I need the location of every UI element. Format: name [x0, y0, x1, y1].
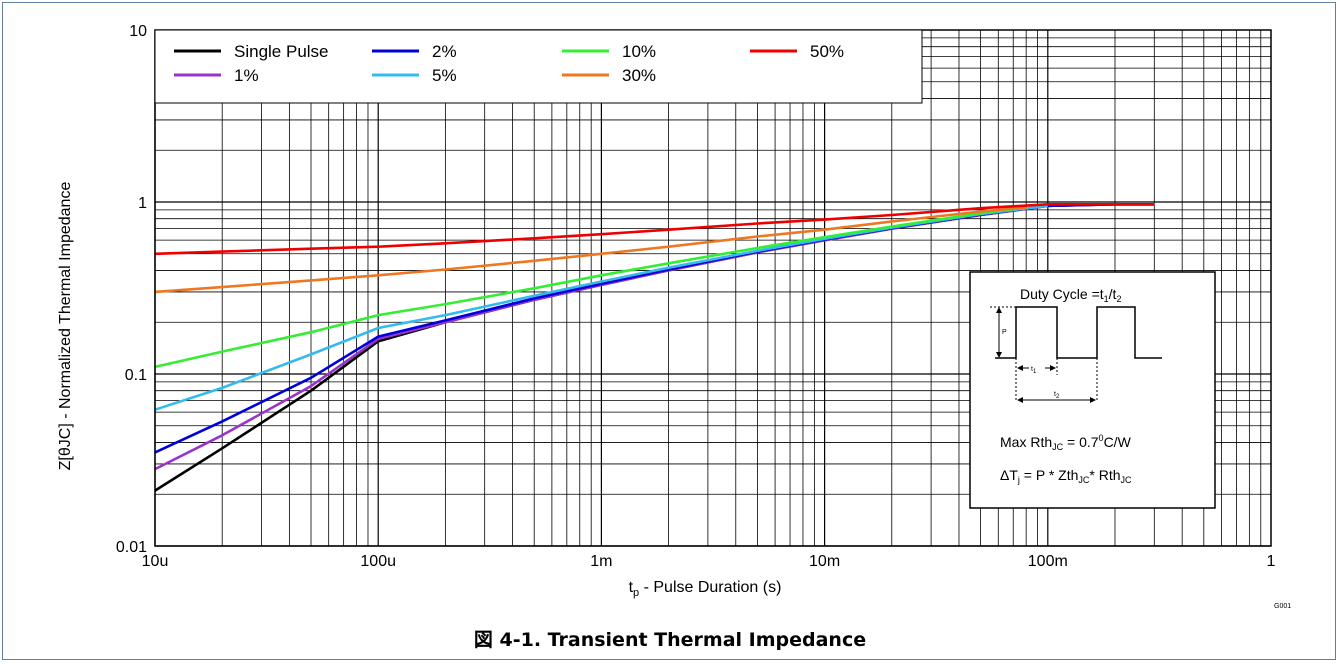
legend-label: 50%	[810, 42, 844, 61]
series-line-30-	[154, 206, 1027, 294]
max-rth-jc: Max RthJC = 0.70C/W	[1000, 433, 1132, 452]
x-tick-label: 10m	[809, 553, 840, 570]
delta-tj-formula: ΔTj = P * ZthJC* RthJC	[1000, 467, 1132, 485]
series-lines	[154, 203, 1155, 492]
y-axis-label: Z[θJC] - Normalized Thermal Impedance	[57, 182, 74, 471]
series-line-10-	[154, 206, 1027, 369]
legend-label: Single Pulse	[234, 42, 329, 61]
legend: Single Pulse 1% 2% 5% 10% 30% 50%	[154, 29, 923, 104]
duty-cycle-inset: Duty Cycle =t1/t2 P t1 t2 Max RthJC = 0.…	[969, 271, 1216, 509]
legend-label: 5%	[432, 66, 457, 85]
legend-entry-50-: 50%	[750, 42, 844, 61]
x-tick-label: 1m	[590, 553, 612, 570]
axis-tick-labels: 10u 100u 1m 10m 100m 1 0.01 0.1 1 10	[116, 23, 1276, 570]
x-axis-label: tp - Pulse Duration (s)	[629, 579, 782, 599]
series-line-50-	[154, 203, 1155, 256]
y-tick-label: 0.1	[125, 367, 147, 384]
figure-id: G001	[1274, 603, 1291, 610]
y-tick-label: 10	[129, 23, 147, 40]
legend-entry-10-: 10%	[562, 42, 656, 61]
legend-label: 10%	[622, 42, 656, 61]
legend-label: 1%	[234, 66, 259, 85]
x-tick-label: 10u	[142, 553, 169, 570]
x-tick-label: 1	[1267, 553, 1276, 570]
inset-box	[969, 271, 1216, 509]
figure-caption: 図 4-1. Transient Thermal Impedance	[473, 629, 867, 651]
legend-entry-1-: 1%	[174, 66, 259, 85]
x-tick-label: 100u	[360, 553, 396, 570]
legend-entry-5-: 5%	[372, 66, 457, 85]
pulse-waveform	[995, 306, 1162, 359]
legend-label: 2%	[432, 42, 457, 61]
y-tick-label: 1	[138, 195, 147, 212]
legend-entry-2-: 2%	[372, 42, 457, 61]
legend-label: 30%	[622, 66, 656, 85]
t1-label: t1	[1031, 366, 1037, 375]
legend-entry-30-: 30%	[562, 66, 656, 85]
duty-cycle-formula: Duty Cycle =t1/t2	[1020, 286, 1121, 304]
x-tick-label: 100m	[1028, 553, 1068, 570]
y-tick-label: 0.01	[116, 539, 147, 556]
t2-label: t2	[1054, 391, 1060, 400]
legend-entry-single-pulse: Single Pulse	[174, 42, 329, 61]
p-label: P	[1002, 329, 1007, 336]
